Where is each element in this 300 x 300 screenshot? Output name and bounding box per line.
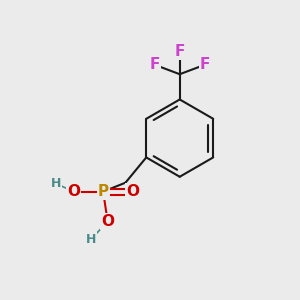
Text: F: F — [175, 44, 185, 59]
Text: P: P — [98, 184, 109, 199]
Text: O: O — [101, 214, 114, 229]
Text: H: H — [50, 177, 61, 190]
Text: O: O — [126, 184, 140, 199]
Text: F: F — [200, 57, 210, 72]
Text: F: F — [149, 57, 160, 72]
Text: O: O — [67, 184, 80, 199]
Text: H: H — [86, 233, 97, 246]
